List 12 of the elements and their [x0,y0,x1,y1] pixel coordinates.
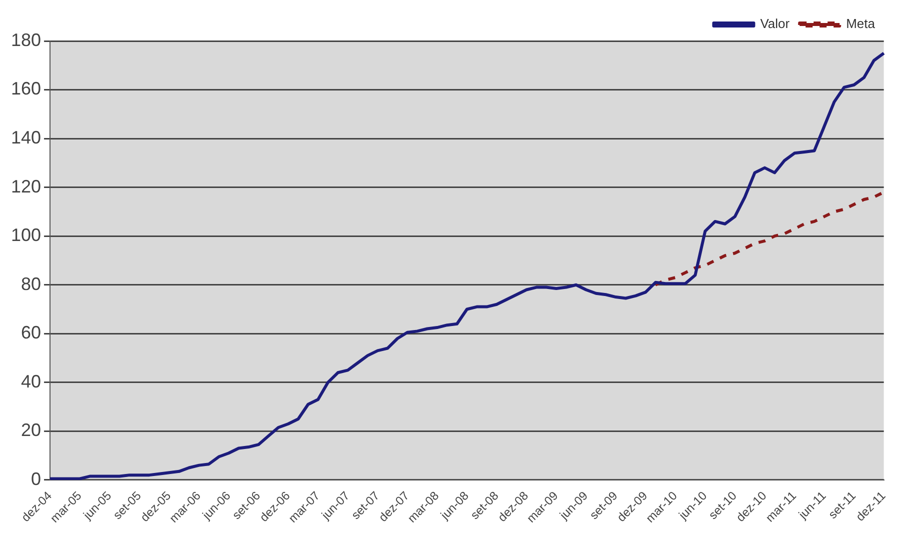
y-tick-label: 20 [21,420,42,440]
y-tick-label: 40 [21,371,42,392]
y-tick-label: 0 [31,468,42,489]
y-tick-label: 80 [21,274,42,294]
y-tick-label: 160 [10,78,42,99]
legend-label: Valor [760,16,790,32]
y-tick-label: 100 [10,225,42,246]
y-tick-label: 140 [10,128,42,148]
y-tick-label: 180 [10,30,42,50]
y-tick-label: 120 [10,176,42,196]
y-tick-label: 60 [21,322,42,343]
legend-label: Meta [846,16,876,32]
